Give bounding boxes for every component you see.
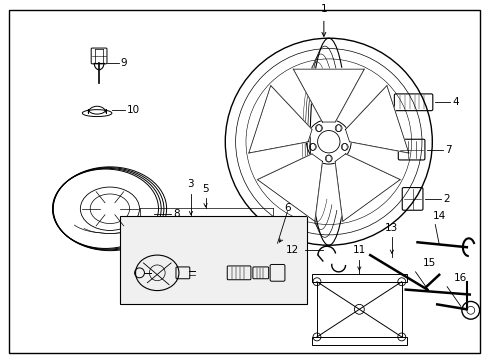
Text: 15: 15 xyxy=(422,258,435,268)
Polygon shape xyxy=(248,86,311,153)
Text: 3: 3 xyxy=(187,179,194,189)
Text: 13: 13 xyxy=(385,224,398,233)
Text: 11: 11 xyxy=(352,245,365,255)
Bar xyxy=(311,337,406,345)
Bar xyxy=(316,282,401,337)
Text: 1: 1 xyxy=(320,4,326,14)
Text: 6: 6 xyxy=(284,203,290,213)
Bar xyxy=(120,216,306,305)
Text: 7: 7 xyxy=(444,145,451,154)
Polygon shape xyxy=(293,69,364,122)
Polygon shape xyxy=(257,154,322,221)
Text: 2: 2 xyxy=(442,194,449,204)
Text: 4: 4 xyxy=(451,97,458,107)
Polygon shape xyxy=(345,86,408,153)
Text: 14: 14 xyxy=(432,211,445,221)
Text: 12: 12 xyxy=(285,245,299,255)
Text: 9: 9 xyxy=(121,58,127,68)
Text: 5: 5 xyxy=(202,184,208,194)
Polygon shape xyxy=(334,154,399,221)
Text: 8: 8 xyxy=(173,209,179,219)
Text: 10: 10 xyxy=(126,105,140,115)
Bar xyxy=(311,274,406,282)
Text: 16: 16 xyxy=(453,273,467,283)
